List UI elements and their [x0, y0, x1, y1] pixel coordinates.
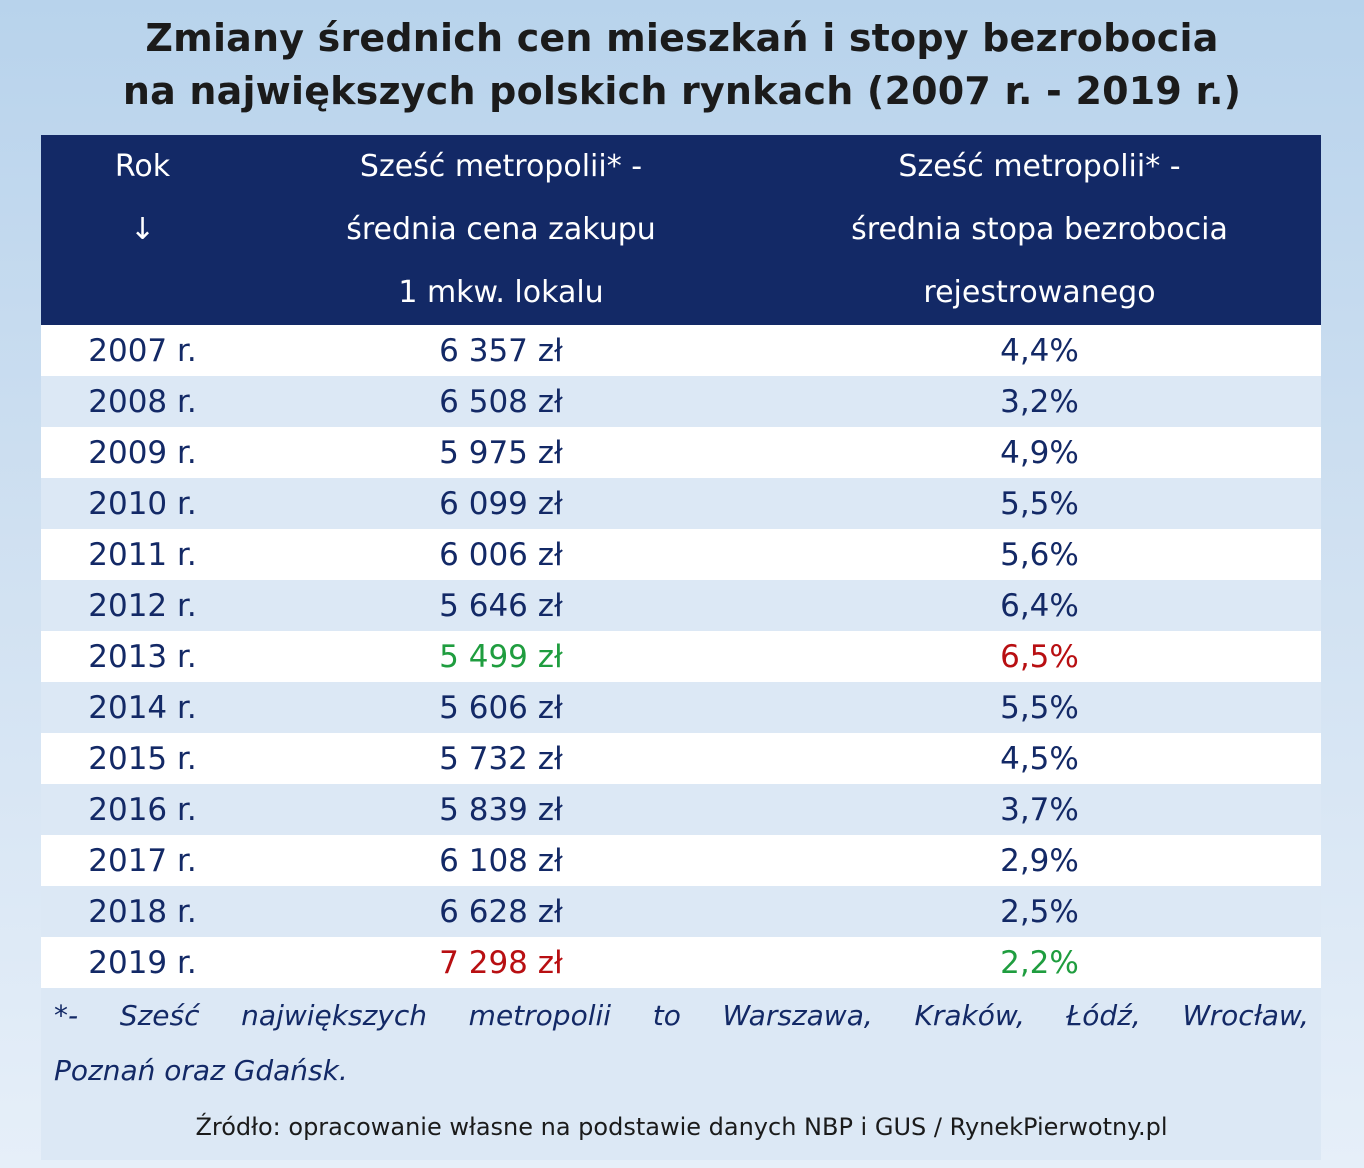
cell-rate: 6,4% — [1000, 587, 1079, 624]
cell-price: 5 732 zł — [439, 740, 563, 777]
cell-year: 2019 r. — [88, 944, 197, 981]
cell-price: 6 099 zł — [439, 485, 563, 522]
cell-rate: 2,5% — [1000, 893, 1079, 930]
table-row: 2008 r. 6 508 zł 3,2% — [41, 376, 1321, 427]
cell-year: 2010 r. — [88, 485, 197, 522]
footnote-word: metropolii — [468, 999, 612, 1032]
cell-price: 6 508 zł — [439, 383, 563, 420]
table-header: Rok ↓ Sześć metropolii* - średnia cena z… — [41, 135, 1321, 325]
cell-price: 6 006 zł — [439, 536, 563, 573]
cell-rate: 5,5% — [1000, 485, 1079, 522]
header-price-line: 1 mkw. lokalu — [398, 275, 604, 310]
header-price-line: Sześć metropolii* - — [359, 149, 643, 184]
header-unemployment-line: średnia stopa bezrobocia — [851, 212, 1228, 247]
table-row: 2014 r. 5 606 zł 5,5% — [41, 682, 1321, 733]
table-row: 2013 r. 5 499 zł 6,5% — [41, 631, 1321, 682]
footnote: *- Sześć największych metropolii to Wars… — [54, 988, 1309, 1098]
header-unemployment-line: Sześć metropolii* - — [898, 149, 1181, 184]
table-row: 2007 r. 6 357 zł 4,4% — [41, 325, 1321, 376]
title-line-2: na największych polskich rynkach (2007 r… — [122, 69, 1242, 113]
cell-price: 6 628 zł — [439, 893, 563, 930]
header-unemployment: Sześć metropolii* - średnia stopa bezrob… — [758, 135, 1321, 325]
table-body: 2007 r. 6 357 zł 4,4% 2008 r. 6 508 zł 3… — [41, 325, 1321, 988]
header-year: Rok ↓ — [41, 135, 244, 325]
table-row: 2015 r. 5 732 zł 4,5% — [41, 733, 1321, 784]
cell-rate: 5,5% — [1000, 689, 1079, 726]
cell-price-highest: 7 298 zł — [439, 944, 563, 981]
arrow-down-icon: ↓ — [129, 212, 156, 247]
cell-price-lowest: 5 499 zł — [439, 638, 563, 675]
cell-rate-lowest: 2,2% — [1000, 944, 1079, 981]
table-footer: *- Sześć największych metropolii to Wars… — [41, 988, 1321, 1160]
table-row: 2010 r. 6 099 zł 5,5% — [41, 478, 1321, 529]
cell-year: 2016 r. — [88, 791, 197, 828]
table-row: 2018 r. 6 628 zł 2,5% — [41, 886, 1321, 937]
table-row: 2012 r. 5 646 zł 6,4% — [41, 580, 1321, 631]
footnote-line-2: Poznań oraz Gdańsk. — [54, 1054, 348, 1087]
cell-price: 5 646 zł — [439, 587, 563, 624]
data-table: Rok ↓ Sześć metropolii* - średnia cena z… — [41, 135, 1321, 1160]
table-row: 2009 r. 5 975 zł 4,9% — [41, 427, 1321, 478]
footnote-word: Kraków, — [914, 999, 1025, 1032]
header-unemployment-line: rejestrowanego — [923, 275, 1156, 310]
cell-year: 2008 r. — [88, 383, 197, 420]
cell-year: 2015 r. — [88, 740, 197, 777]
footnote-word: Sześć — [119, 999, 200, 1032]
cell-price: 5 606 zł — [439, 689, 563, 726]
cell-rate: 5,6% — [1000, 536, 1079, 573]
header-year-label: Rok — [114, 149, 171, 184]
cell-year: 2011 r. — [88, 536, 197, 573]
cell-rate: 3,7% — [1000, 791, 1079, 828]
cell-rate-highest: 6,5% — [1000, 638, 1079, 675]
cell-year: 2009 r. — [88, 434, 197, 471]
cell-year: 2013 r. — [88, 638, 197, 675]
footnote-word: to — [652, 999, 681, 1032]
table-row: 2011 r. 6 006 zł 5,6% — [41, 529, 1321, 580]
cell-rate: 4,9% — [1000, 434, 1079, 471]
cell-year: 2007 r. — [88, 332, 197, 369]
cell-year: 2017 r. — [88, 842, 197, 879]
source-credit: Źródło: opracowanie własne na podstawie … — [195, 1113, 1168, 1141]
cell-price: 5 975 zł — [439, 434, 563, 471]
footnote-word: Wrocław, — [1182, 999, 1309, 1032]
cell-price: 5 839 zł — [439, 791, 563, 828]
cell-year: 2014 r. — [88, 689, 197, 726]
cell-rate: 3,2% — [1000, 383, 1079, 420]
table-row: 2017 r. 6 108 zł 2,9% — [41, 835, 1321, 886]
cell-year: 2012 r. — [88, 587, 197, 624]
header-price: Sześć metropolii* - średnia cena zakupu … — [244, 135, 758, 325]
footnote-word: największych — [241, 999, 427, 1032]
header-price-line: średnia cena zakupu — [346, 212, 656, 247]
footnote-line-1: *- Sześć największych metropolii to Wars… — [54, 988, 1309, 1043]
cell-rate: 4,5% — [1000, 740, 1079, 777]
table-row: 2016 r. 5 839 zł 3,7% — [41, 784, 1321, 835]
cell-rate: 4,4% — [1000, 332, 1079, 369]
footnote-word: Warszawa, — [722, 999, 873, 1032]
cell-rate: 2,9% — [1000, 842, 1079, 879]
table-row: 2019 r. 7 298 zł 2,2% — [41, 937, 1321, 988]
cell-year: 2018 r. — [88, 893, 197, 930]
page-title: Zmiany średnich cen mieszkań i stopy bez… — [0, 12, 1364, 118]
cell-price: 6 108 zł — [439, 842, 563, 879]
footnote-word: *- — [54, 999, 79, 1032]
cell-price: 6 357 zł — [439, 332, 563, 369]
footnote-word: Łódź, — [1066, 999, 1141, 1032]
title-line-1: Zmiany średnich cen mieszkań i stopy bez… — [145, 16, 1219, 60]
